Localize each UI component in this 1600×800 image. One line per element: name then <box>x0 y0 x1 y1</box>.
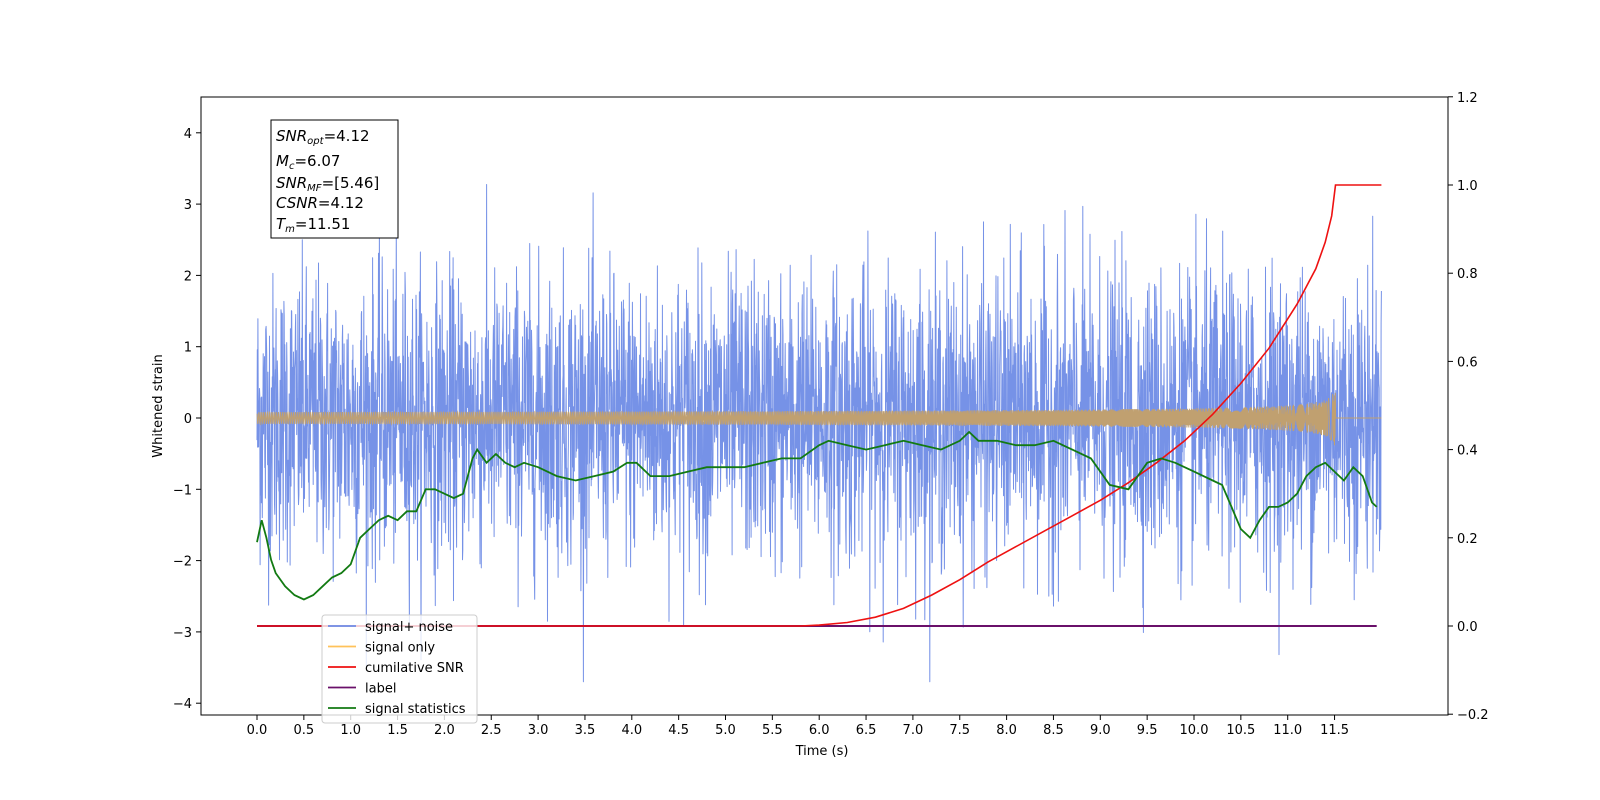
x-tick-label: 2.5 <box>481 723 502 738</box>
x-tick-label: 5.0 <box>715 723 736 738</box>
x-tick-label: 8.0 <box>996 723 1017 738</box>
x-tick-label: 8.5 <box>1043 723 1064 738</box>
y2-tick-label: 0.0 <box>1457 620 1478 635</box>
annotation-line: SNRMF=[5.46] <box>276 174 379 194</box>
y2-tick-label: 1.2 <box>1457 91 1478 106</box>
y-tick-label: 0 <box>184 412 192 427</box>
series-signal-noise-line <box>256 184 1382 683</box>
x-tick-label: 5.5 <box>762 723 783 738</box>
annotation-line: SNRopt=4.12 <box>276 127 370 147</box>
y-tick-label: 2 <box>184 269 192 284</box>
y-tick-label: 4 <box>184 127 192 142</box>
y2-tick-label: 0.4 <box>1457 444 1478 459</box>
x-tick-label: 10.5 <box>1226 723 1255 738</box>
x-tick-label: 0.0 <box>247 723 268 738</box>
annotation-line: CSNR=4.12 <box>276 194 364 212</box>
x-tick-label: 2.0 <box>434 723 455 738</box>
y-tick-label: 1 <box>184 341 192 356</box>
x-tick-label: 1.5 <box>387 723 408 738</box>
legend-label: label <box>365 682 396 697</box>
y2-tick-label: 0.2 <box>1457 532 1478 547</box>
x-tick-label: 4.5 <box>668 723 689 738</box>
y-tick-label: −2 <box>173 555 192 570</box>
x-tick-label: 4.0 <box>621 723 642 738</box>
x-tick-label: 9.0 <box>1090 723 1111 738</box>
x-tick-label: 7.5 <box>949 723 970 738</box>
y-tick-label: 3 <box>184 198 192 213</box>
y-axis-right: 1.2 1.0 0.8 0.6 0.4 0.2 0.0 −0.2 <box>1448 91 1489 723</box>
y-tick-label: −1 <box>173 483 192 498</box>
x-tick-label: 6.5 <box>856 723 877 738</box>
x-axis: 0.0 0.5 1.0 1.5 2.0 2.5 3.0 3.5 4.0 4.5 5.0 5.5 6.0 6… <box>247 715 1349 738</box>
y-tick-label: −4 <box>173 697 192 712</box>
x-tick-label: 0.5 <box>294 723 315 738</box>
legend-label: signal+ noise <box>365 620 453 635</box>
series-cumilative-snr-line <box>257 184 1382 627</box>
axes-frame <box>200 96 1449 716</box>
legend-box <box>321 614 478 724</box>
x-tick-label: 9.5 <box>1137 723 1158 738</box>
x-tick-label: 10.0 <box>1180 723 1209 738</box>
x-tick-label: 6.0 <box>809 723 830 738</box>
x-axis-label: Time (s) <box>795 744 849 759</box>
legend-label: signal statistics <box>365 702 466 717</box>
y-axis-label: Whitened strain <box>151 354 166 457</box>
x-tick-label: 1.0 <box>340 723 361 738</box>
legend-label: cumilative SNR <box>365 661 464 676</box>
annotation-box: SNRopt=4.12 Mc=6.07 SNRMF=[5.46] CSNR=4.… <box>270 119 399 239</box>
y2-tick-label: 0.6 <box>1457 355 1478 370</box>
x-tick-label: 7.0 <box>903 723 924 738</box>
x-tick-label: 3.5 <box>575 723 596 738</box>
legend-label: signal only <box>365 641 435 656</box>
series-signal-only-line <box>256 392 1382 446</box>
annotation-line: Tm=11.51 <box>276 215 350 235</box>
y-tick-label: −3 <box>173 626 192 641</box>
series-signal-statistics-line <box>256 430 1378 601</box>
legend: signal+ noise signal only cumilative SNR la… <box>321 614 478 724</box>
x-tick-label: 11.0 <box>1273 723 1302 738</box>
x-tick-label: 11.5 <box>1320 723 1349 738</box>
y2-tick-label: 0.8 <box>1457 267 1478 282</box>
annotation-line: Mc=6.07 <box>276 152 340 172</box>
y2-tick-label: 1.0 <box>1457 179 1478 194</box>
y-axis-left: 4 3 2 1 0 −1 −2 −3 −4 <box>173 127 201 712</box>
y2-tick-label: −0.2 <box>1457 708 1489 723</box>
x-tick-label: 3.0 <box>528 723 549 738</box>
